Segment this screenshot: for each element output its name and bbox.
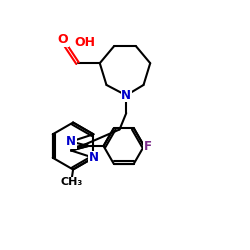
- Text: CH₃: CH₃: [61, 177, 83, 187]
- Text: O: O: [58, 34, 68, 46]
- Text: O: O: [58, 34, 68, 46]
- Text: N: N: [66, 135, 76, 148]
- Text: CH₃: CH₃: [61, 177, 83, 187]
- Text: N: N: [88, 151, 99, 164]
- Text: N: N: [88, 151, 99, 164]
- Text: F: F: [144, 140, 152, 152]
- Text: N: N: [121, 89, 131, 102]
- Text: F: F: [144, 140, 152, 152]
- Text: N: N: [121, 89, 131, 102]
- Text: OH: OH: [74, 36, 95, 50]
- Text: OH: OH: [74, 36, 95, 50]
- Text: N: N: [66, 135, 76, 148]
